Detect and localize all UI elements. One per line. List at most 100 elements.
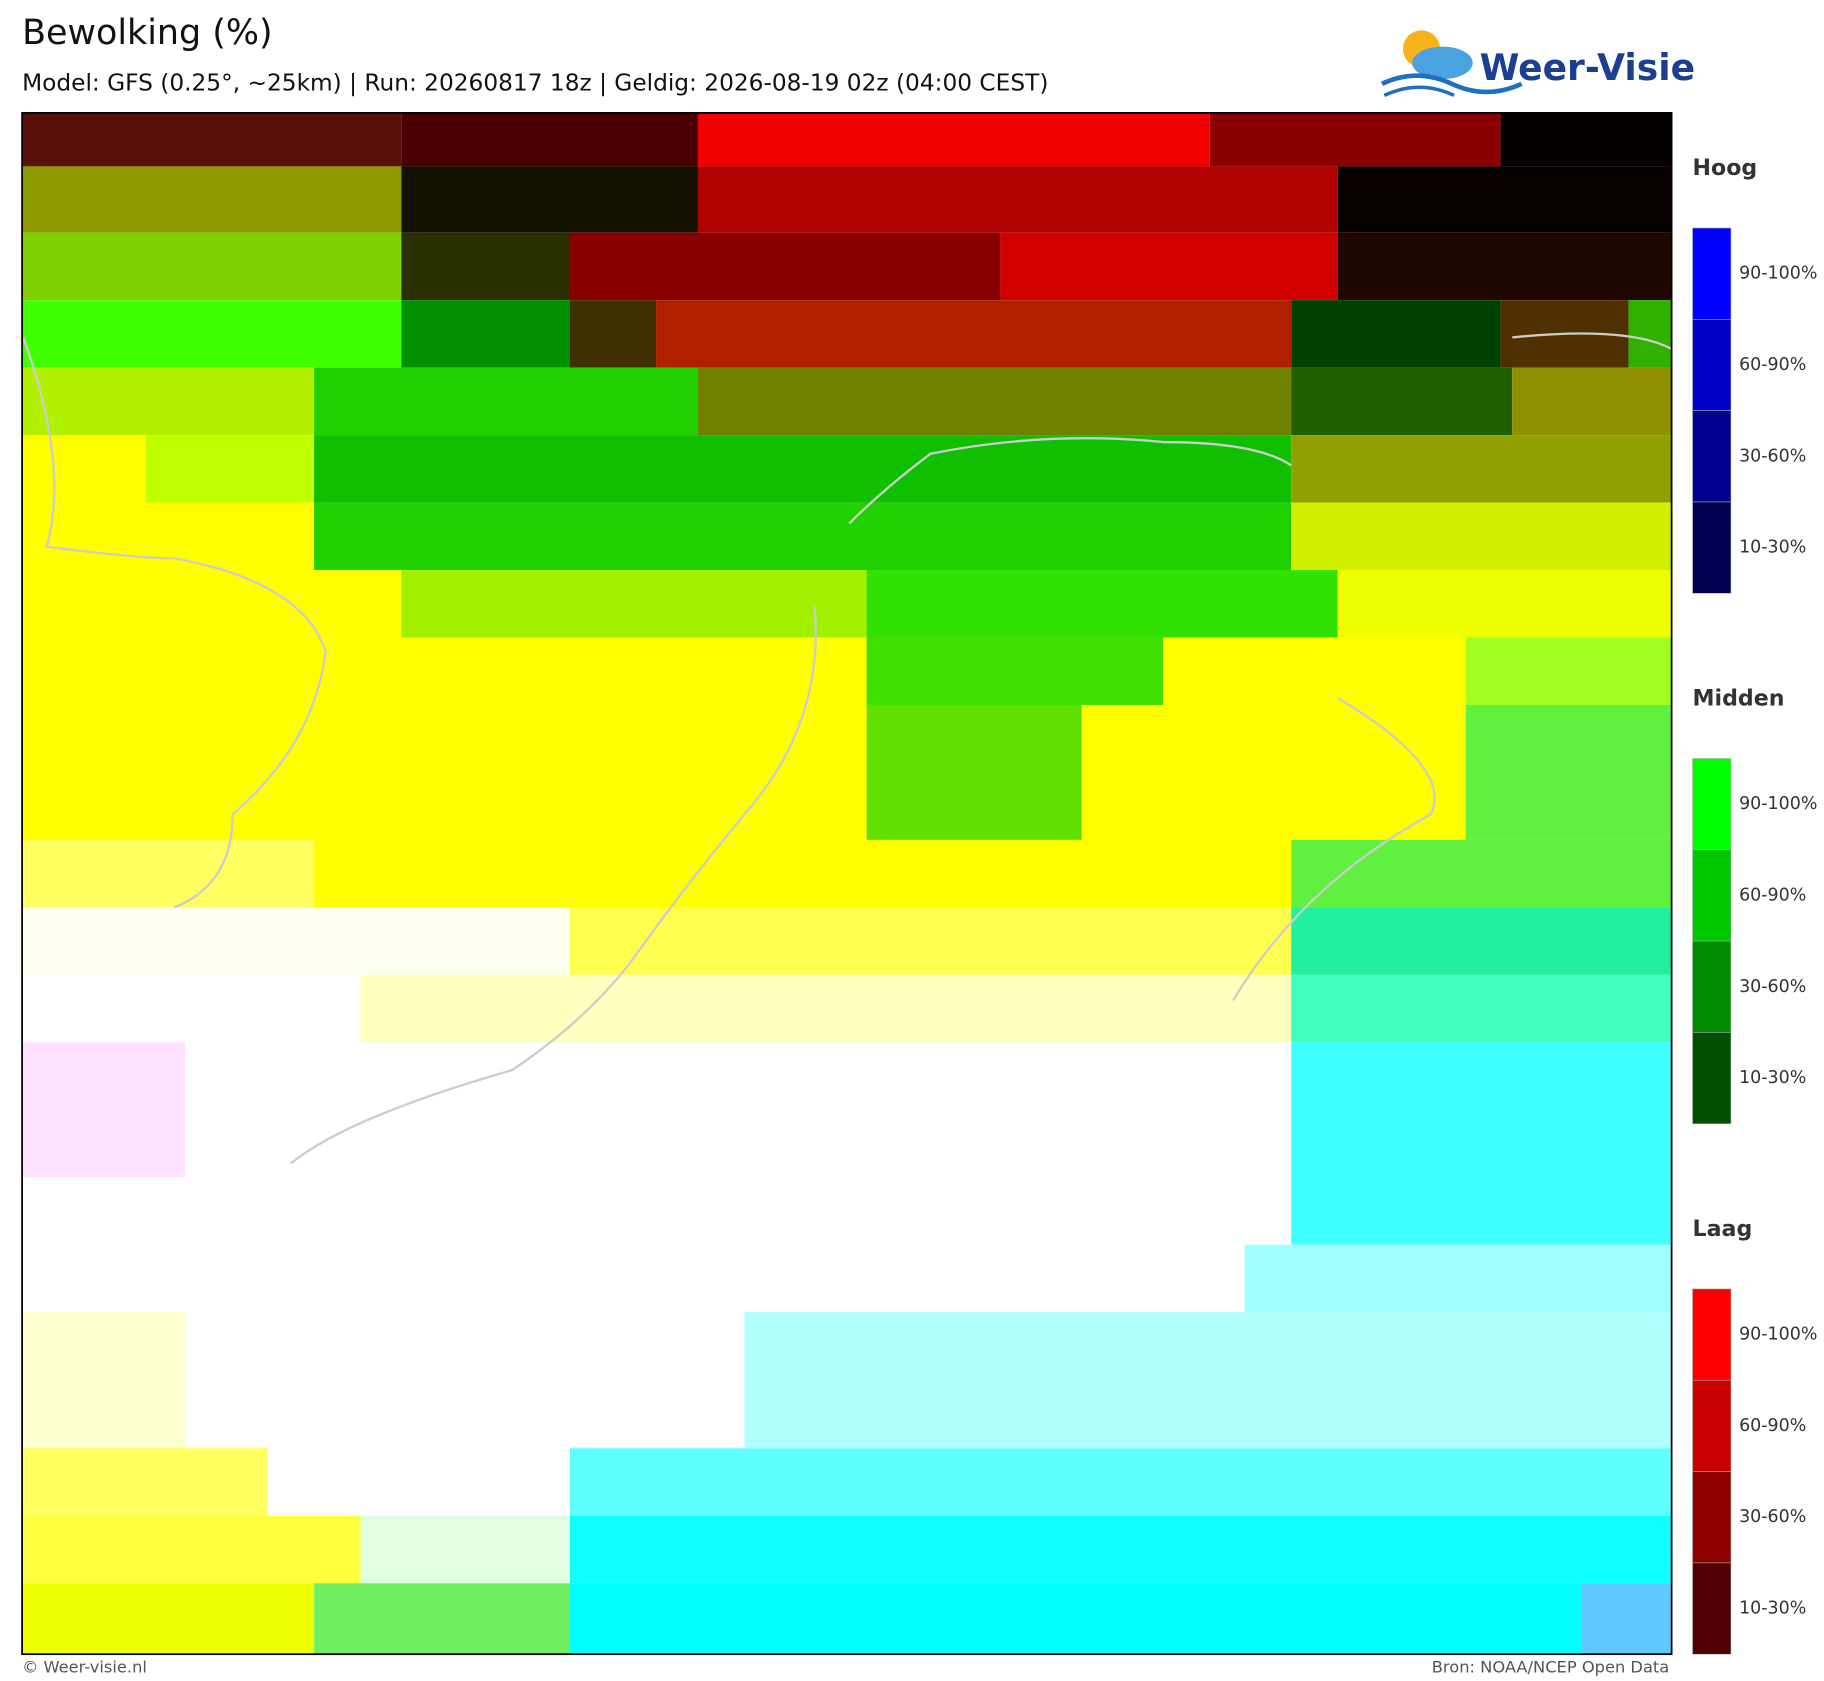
cloud-cell (570, 1515, 1672, 1584)
legend-swatch (1692, 319, 1732, 411)
cloud-cell (570, 1583, 1583, 1655)
footer-right: Bron: NOAA/NCEP Open Data (1432, 1658, 1670, 1677)
cloud-cell (866, 704, 1082, 840)
legend-swatch (1692, 940, 1732, 1033)
cloud-cell (1000, 232, 1338, 301)
cloud-cell (866, 637, 1164, 705)
cloud-cell (22, 300, 402, 368)
subtitle: Model: GFS (0.25°, ~25km) | Run: 2026081… (22, 69, 1048, 96)
legend-label: 90-100% (1739, 794, 1817, 814)
cloud-cell (22, 1042, 1292, 1245)
cloud-cell (22, 1515, 361, 1584)
legend-swatch (1692, 1562, 1732, 1655)
cloud-cell (22, 1042, 185, 1178)
cloud-cell (22, 1448, 268, 1516)
cloud-cell (1291, 502, 1672, 571)
legend-swatch (1692, 501, 1732, 594)
cloud-cell (22, 704, 867, 840)
cloud-cell (22, 112, 402, 167)
cloud-cell (570, 232, 1001, 301)
cloud-cell (22, 1312, 187, 1449)
cloud-cell (1628, 300, 1672, 368)
cloud-cell (22, 367, 315, 436)
legend-label: 90-100% (1739, 264, 1817, 284)
cloud-cell (1465, 704, 1672, 840)
legend-label: 60-90% (1739, 1416, 1806, 1436)
legend: Hoog 90-100% 60-90% 30-60% 10-30% Midden 90-10… (1692, 155, 1817, 1655)
map-frame (21, 112, 1673, 1656)
legend-swatch (1692, 410, 1732, 503)
cloud-cell (1500, 112, 1672, 167)
cloud-cell (314, 367, 698, 436)
cloud-cell (22, 1244, 1245, 1313)
legend-swatch (1692, 1471, 1732, 1564)
cloud-cell (22, 839, 315, 908)
legend-label: 30-60% (1739, 1507, 1806, 1527)
cloud-cell (401, 112, 698, 167)
cloud-cell (186, 1312, 745, 1449)
legend-label: 30-60% (1739, 446, 1806, 466)
title: Bewolking (%) (22, 13, 273, 53)
cloud-cell (22, 502, 315, 571)
legend-swatch (1692, 758, 1732, 851)
logo: Weer-Visie (1380, 30, 1695, 98)
legend-swatch (1692, 227, 1732, 320)
legend-title: Hoog (1693, 155, 1758, 181)
cloud-cell (1337, 166, 1672, 233)
cloud-cell (22, 570, 402, 638)
cloud-cell (22, 907, 570, 975)
cloud-cell (267, 1448, 570, 1516)
cloud-cell (22, 435, 146, 503)
cloud-cell (314, 435, 1292, 503)
cloud-cell (866, 570, 1338, 638)
legend-label: 60-90% (1739, 885, 1806, 905)
cloud-cell (1291, 367, 1513, 436)
cloud-cell (360, 1515, 570, 1584)
cloud-cell (22, 232, 402, 301)
cloud-cell (401, 300, 570, 368)
cloud-cell (1081, 704, 1466, 840)
cloud-cell (1291, 300, 1501, 368)
cloud-cell (314, 1583, 570, 1655)
cloud-cell (1244, 1244, 1672, 1313)
legend-title: Midden (1693, 686, 1785, 712)
cloud-cell (744, 1312, 1672, 1449)
cloud-cell (570, 1448, 1672, 1516)
cloud-map (22, 112, 1672, 1655)
cloud-cell (401, 232, 570, 301)
cloud-cell (1209, 112, 1501, 167)
logo-text: Weer-Visie (1480, 47, 1695, 89)
cloud-cell (1465, 637, 1672, 705)
cloud-cell (1291, 907, 1672, 975)
cloud-cell (1512, 367, 1672, 436)
cloud-cell (22, 1583, 315, 1655)
legend-swatch (1692, 1288, 1732, 1381)
cloud-cell (314, 502, 1292, 571)
cloud-cell (1291, 435, 1672, 503)
cloud-cell (360, 974, 1292, 1043)
cloud-cell (1163, 637, 1466, 705)
cloud-cell (22, 974, 361, 1043)
cloud-cell (697, 112, 1210, 167)
cloud-cell (697, 367, 1292, 436)
cloud-cell (22, 637, 867, 705)
legend-swatch (1692, 849, 1732, 942)
cloud-cell (697, 166, 1338, 233)
cloud-cell (570, 300, 657, 368)
cloud-cell (656, 300, 1292, 368)
cloud-cell (1291, 1042, 1672, 1245)
legend-title: Laag (1693, 1216, 1753, 1242)
cloud-cell (314, 839, 1292, 908)
cloud-cell (1291, 974, 1672, 1043)
footer-left: © Weer-visie.nl (22, 1658, 147, 1677)
legend-swatch (1692, 1032, 1732, 1125)
cloud-cell (1582, 1583, 1672, 1655)
legend-label: 30-60% (1739, 977, 1806, 997)
legend-label: 60-90% (1739, 355, 1806, 375)
cloud-cell (401, 570, 867, 638)
cloud-cell (1337, 232, 1672, 301)
cloud-cell (570, 907, 1292, 975)
legend-swatch (1692, 1379, 1732, 1472)
cloud-cell (1337, 570, 1672, 638)
